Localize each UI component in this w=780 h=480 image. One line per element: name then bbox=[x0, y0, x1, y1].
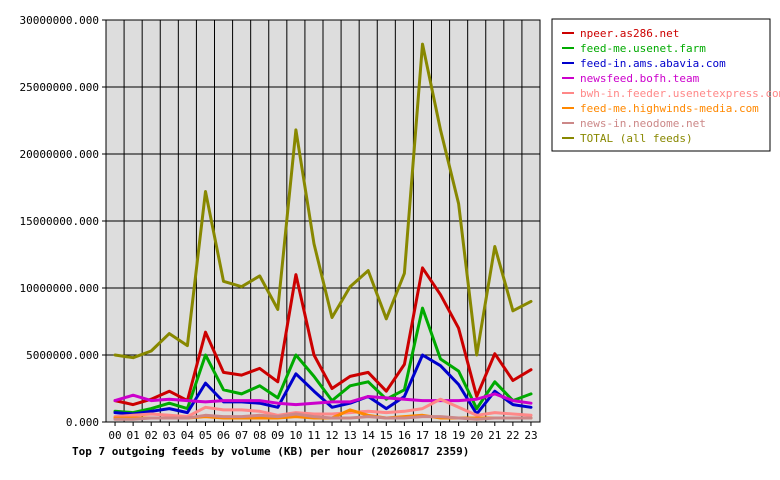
legend-label: feed-me.highwinds-media.com bbox=[580, 102, 759, 115]
y-tick-label: 10000000.000 bbox=[20, 282, 99, 295]
x-tick-label: 06 bbox=[217, 429, 230, 442]
series-line-4 bbox=[113, 397, 533, 419]
x-tick-label: 04 bbox=[181, 429, 195, 442]
x-tick-label: 15 bbox=[380, 429, 393, 442]
x-tick-label: 22 bbox=[506, 429, 519, 442]
legend-label: bwh-in.feeder.usenetexpress.com bbox=[580, 87, 780, 100]
y-tick-label: 5000000.000 bbox=[26, 349, 99, 362]
x-tick-label: 19 bbox=[452, 429, 465, 442]
y-tick-label: 25000000.000 bbox=[20, 81, 99, 94]
legend-label: TOTAL (all feeds) bbox=[580, 132, 693, 145]
chart-title: Top 7 outgoing feeds by volume (KB) per … bbox=[72, 445, 469, 458]
series-line-1 bbox=[113, 306, 533, 415]
x-tick-label: 09 bbox=[271, 429, 284, 442]
legend-label: news-in.neodome.net bbox=[580, 117, 706, 130]
x-tick-label: 05 bbox=[199, 429, 212, 442]
x-tick-label: 01 bbox=[127, 429, 140, 442]
legend-label: npeer.as286.net bbox=[580, 27, 679, 40]
x-tick-label: 14 bbox=[362, 429, 376, 442]
y-tick-label: 0.000 bbox=[66, 416, 99, 429]
legend-label: feed-in.ams.abavia.com bbox=[580, 57, 726, 70]
x-tick-label: 07 bbox=[235, 429, 248, 442]
x-tick-label: 12 bbox=[325, 429, 338, 442]
y-tick-label: 15000000.000 bbox=[20, 215, 99, 228]
legend-box bbox=[551, 18, 771, 152]
x-tick-label: 10 bbox=[289, 429, 302, 442]
x-tick-label: 11 bbox=[307, 429, 320, 442]
x-tick-label: 23 bbox=[524, 429, 537, 442]
x-tick-label: 20 bbox=[470, 429, 483, 442]
x-tick-label: 08 bbox=[253, 429, 266, 442]
series-line-2 bbox=[113, 353, 533, 416]
x-tick-label: 21 bbox=[488, 429, 501, 442]
x-tick-label: 18 bbox=[434, 429, 447, 442]
x-tick-label: 16 bbox=[398, 429, 411, 442]
x-tick-label: 17 bbox=[416, 429, 429, 442]
x-tick-label: 02 bbox=[145, 429, 158, 442]
y-tick-label: 30000000.000 bbox=[20, 14, 99, 27]
legend-label: feed-me.usenet.farm bbox=[580, 42, 706, 55]
legend-label: newsfeed.bofh.team bbox=[580, 72, 700, 85]
x-tick-label: 00 bbox=[108, 429, 121, 442]
x-tick-label: 13 bbox=[344, 429, 357, 442]
y-tick-label: 20000000.000 bbox=[20, 148, 99, 161]
series-line-7 bbox=[113, 42, 533, 360]
series-line-6 bbox=[113, 412, 533, 421]
x-tick-label: 03 bbox=[163, 429, 176, 442]
series-line-3 bbox=[113, 392, 533, 407]
